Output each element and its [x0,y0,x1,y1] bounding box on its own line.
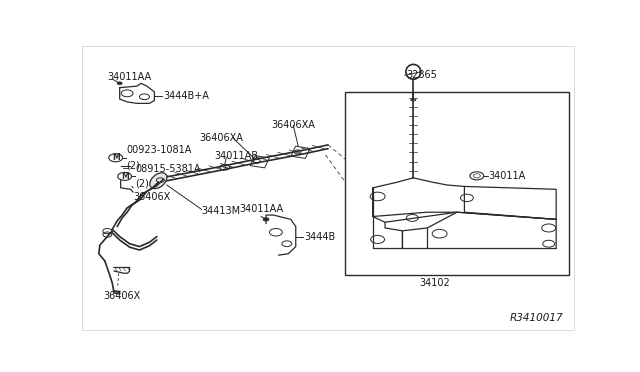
Text: R3410017: R3410017 [510,313,564,323]
Circle shape [263,218,269,221]
Text: 36406X: 36406X [104,291,141,301]
Text: 36406XA: 36406XA [271,121,315,131]
Text: 00923-1081A: 00923-1081A [127,145,192,155]
Text: (2): (2) [136,179,149,189]
Text: 3444B: 3444B [304,231,335,241]
Text: 34011AA: 34011AA [239,203,283,214]
Text: 36406XA: 36406XA [199,133,243,143]
Ellipse shape [150,173,167,189]
Text: 3444B+A: 3444B+A [163,91,209,101]
Text: 36406X: 36406X [133,192,170,202]
Text: (2): (2) [127,160,141,170]
Text: 34102: 34102 [420,278,451,288]
Text: 34011AA: 34011AA [108,72,152,82]
Text: M: M [112,153,120,162]
Text: M: M [121,172,129,181]
Bar [346,92,568,275]
Text: 32865: 32865 [406,70,436,80]
Text: 08915-5381A: 08915-5381A [136,164,201,173]
Text: 34413M: 34413M [202,206,241,217]
Circle shape [117,82,122,85]
Text: 34011AB: 34011AB [214,151,258,161]
Text: 34011A: 34011A [489,171,526,181]
